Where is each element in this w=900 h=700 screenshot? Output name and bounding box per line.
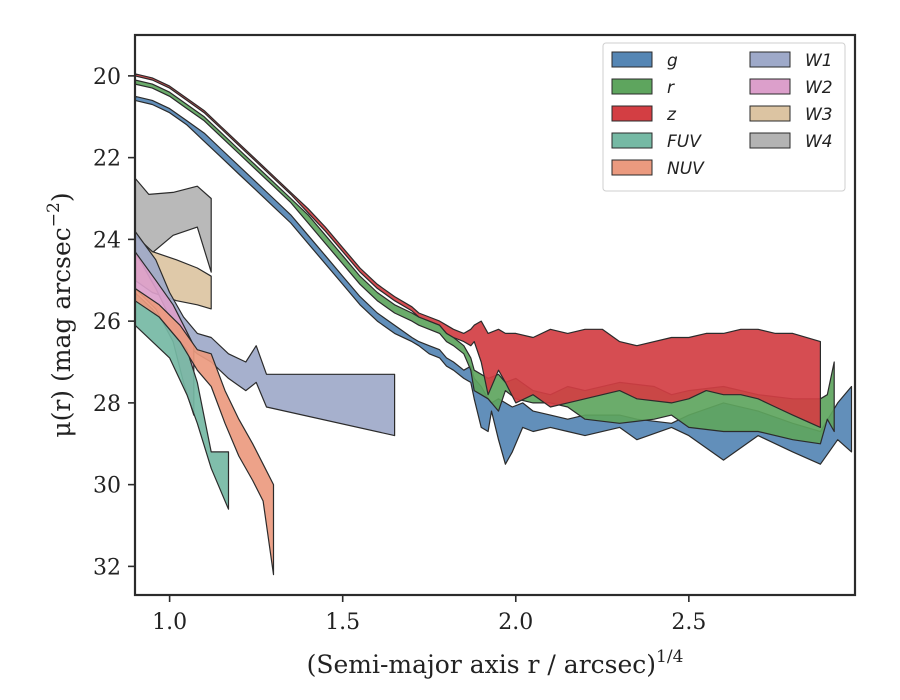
- legend-swatch: [749, 51, 791, 68]
- legend-swatch: [749, 105, 791, 122]
- x-tick-label: 2.0: [498, 610, 533, 635]
- x-tick-label: 1.0: [152, 610, 187, 635]
- profile-bands: [135, 73, 853, 576]
- legend-label: NUV: [667, 159, 705, 179]
- y-tick-label: 24: [93, 228, 121, 253]
- legend-label: g: [667, 51, 678, 71]
- y-tick-label: 22: [93, 147, 121, 172]
- legend-label: FUV: [667, 132, 702, 152]
- y-tick-label: 20: [93, 65, 121, 90]
- x-axis-label: (Semi-major axis r / arcsec): [307, 650, 656, 679]
- legend-swatch: [611, 51, 653, 68]
- legend-swatch: [611, 105, 653, 122]
- plot-frame: [133, 33, 857, 597]
- x-axis-exponent: 1/4: [656, 647, 683, 667]
- legend: grz FUV NUV W1 W2 W3 W4: [602, 42, 846, 192]
- y-axis-exponent: −2: [44, 202, 64, 227]
- legend-label: W2: [805, 78, 833, 98]
- y-axis-label: μ(r) (mag arcsec: [47, 227, 76, 437]
- band-r: [135, 79, 835, 445]
- legend-label: r: [667, 78, 675, 98]
- x-tick-label: 1.5: [325, 610, 360, 635]
- y-tick-label: 30: [93, 474, 121, 499]
- y-axis-label-close: ): [47, 192, 76, 202]
- x-tick-label: 2.5: [671, 610, 706, 635]
- legend-swatch: [749, 132, 791, 149]
- legend-label: W1: [805, 51, 833, 71]
- y-tick-label: 32: [93, 555, 121, 580]
- y-tick-label: 28: [93, 392, 121, 417]
- legend-swatch: [611, 78, 653, 95]
- y-axis-title: μ(r) (mag arcsec−2): [44, 192, 76, 437]
- band-z: [135, 73, 821, 428]
- legend-swatch: [749, 78, 791, 95]
- x-axis-title: (Semi-major axis r / arcsec)1/4: [307, 647, 684, 679]
- legend-label: W4: [805, 132, 833, 152]
- band-nuv: [135, 287, 275, 576]
- legend-label: z: [666, 105, 677, 125]
- axes: 1.0 1.5 2.0 2.5 20 22 24 26 28 30 32: [93, 33, 857, 635]
- legend-swatch: [611, 132, 653, 149]
- y-tick-label: 26: [93, 310, 121, 335]
- legend-swatch: [611, 159, 653, 176]
- legend-label: W3: [805, 105, 833, 125]
